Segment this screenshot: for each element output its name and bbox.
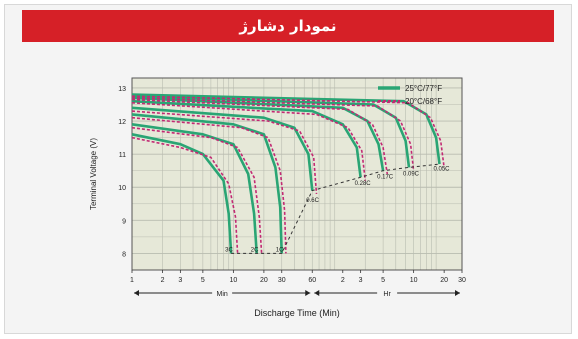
x-tick-label: 3 bbox=[178, 277, 182, 284]
x-tick-label: 2 bbox=[161, 277, 165, 284]
y-tick-label: 11 bbox=[119, 152, 126, 159]
series-2-curve-1 bbox=[131, 136, 239, 254]
y-tick-label: 12 bbox=[118, 119, 126, 126]
y-tick-label: 10 bbox=[118, 185, 126, 192]
x-tick-label: 60 bbox=[308, 277, 316, 284]
series-1-curve-2 bbox=[131, 123, 258, 254]
y-tick-label: 8 bbox=[122, 251, 126, 258]
series-2-curve-5 bbox=[131, 102, 367, 181]
plot-border bbox=[131, 77, 463, 271]
page-title: نمودار دشارژ bbox=[239, 17, 337, 35]
series-1-curve-3 bbox=[131, 113, 283, 254]
y-tick-label: 13 bbox=[118, 86, 126, 93]
series-1-curve-4 bbox=[131, 106, 314, 191]
unit-arrow-right bbox=[305, 290, 311, 296]
curve-label: 3C bbox=[225, 247, 233, 253]
unit-arrow-right bbox=[455, 290, 460, 296]
series-1-curve-5 bbox=[131, 99, 362, 178]
cutoff-curve bbox=[231, 163, 440, 254]
x-axis-label: Discharge Time (Min) bbox=[254, 308, 340, 318]
series-2-curve-8 bbox=[131, 95, 445, 168]
series-2-curve-3 bbox=[131, 116, 287, 254]
chart-title-bar: نمودار دشارژ bbox=[22, 10, 554, 42]
x-tick-label: 10 bbox=[229, 277, 237, 284]
y-axis-label: Terminal Voltage (V) bbox=[89, 138, 98, 210]
curve-labels: 3C 2C 1C 0.6C 0.28C 0.17C 0.09C 0.05C bbox=[225, 166, 450, 253]
curve-label: 0.05C bbox=[434, 166, 451, 172]
series-1-curve-1 bbox=[131, 133, 233, 254]
x-tick-label: 10 bbox=[410, 277, 418, 284]
curve-label: 0.28C bbox=[355, 181, 372, 187]
cutoff-line bbox=[231, 163, 440, 254]
curve-label: 2C bbox=[251, 247, 259, 253]
unit-label-bg bbox=[377, 288, 398, 298]
discharge-curves bbox=[131, 93, 445, 254]
unit-label: Hr bbox=[383, 291, 391, 298]
y-axis-ticks: 13 12 11 10 9 8 bbox=[118, 86, 126, 259]
x-tick-label: 1 bbox=[130, 277, 134, 284]
time-unit-row: Min Hr bbox=[134, 288, 460, 298]
legend: 25°C/77°F 20°C/68°F bbox=[378, 84, 442, 106]
curve-label: 0.17C bbox=[377, 175, 394, 181]
unit-arrow-left bbox=[134, 290, 139, 296]
series-1-curve-6 bbox=[131, 96, 385, 171]
y-tick-label: 9 bbox=[122, 218, 126, 225]
x-tick-label: 5 bbox=[381, 277, 385, 284]
x-tick-label: 3 bbox=[359, 277, 363, 284]
x-tick-label: 2 bbox=[341, 277, 345, 284]
series-2-curve-4 bbox=[131, 110, 318, 194]
x-tick-label: 30 bbox=[458, 277, 466, 284]
x-tick-label: 30 bbox=[278, 277, 286, 284]
unit-label-bg bbox=[212, 288, 233, 298]
curve-label: 0.09C bbox=[403, 171, 420, 177]
series-2-curve-2 bbox=[131, 126, 263, 254]
legend-label: 25°C/77°F bbox=[405, 84, 442, 93]
legend-label: 20°C/68°F bbox=[405, 97, 442, 106]
x-tick-label: 20 bbox=[260, 277, 268, 284]
unit-arrow-left bbox=[314, 290, 320, 296]
curve-label: 1C bbox=[276, 247, 284, 253]
x-tick-label: 20 bbox=[440, 277, 448, 284]
unit-label: Min bbox=[216, 291, 227, 298]
series-2-curve-7 bbox=[131, 97, 415, 171]
x-tick-label: 5 bbox=[201, 277, 205, 284]
x-axis-ticks: 1 2 3 5 10 20 30 60 2 3 5 10 20 30 bbox=[130, 270, 466, 284]
curve-label: 0.6C bbox=[306, 198, 319, 204]
